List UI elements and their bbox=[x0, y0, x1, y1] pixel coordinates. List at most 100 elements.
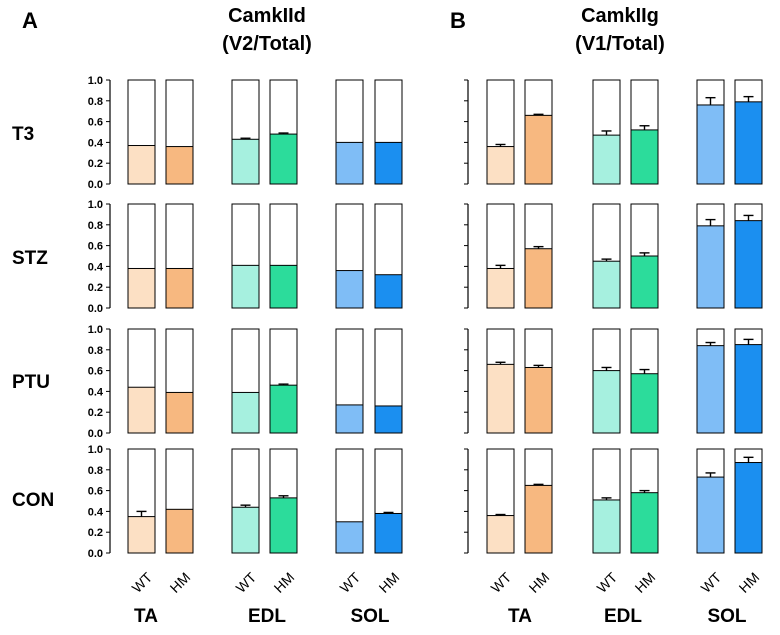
bar-value-b-stz-sol-hm bbox=[734, 220, 763, 309]
bar-value-b-stz-edl-wt bbox=[592, 260, 621, 309]
y-tick-label-ptu-1: 0.2 bbox=[88, 407, 103, 419]
bar-value-b-t3-sol-wt bbox=[696, 104, 725, 185]
panel-a-title-line1: CamkIId bbox=[228, 5, 306, 27]
bar-value-b-ptu-sol-hm bbox=[734, 344, 763, 434]
y-tick-label-stz-0: 0.0 bbox=[88, 303, 103, 315]
bar-value-b-stz-sol-wt bbox=[696, 225, 725, 309]
bar-value-a-con-ta-wt bbox=[127, 516, 156, 554]
bar-value-b-con-edl-wt bbox=[592, 499, 621, 554]
group-label-ta-b: TA bbox=[508, 606, 532, 627]
bar-value-b-t3-edl-wt bbox=[592, 134, 621, 185]
y-tick-label-con-2: 0.4 bbox=[88, 506, 104, 518]
x-label-a-sol-hm: HM bbox=[376, 569, 403, 596]
bar-value-b-stz-edl-hm bbox=[630, 255, 659, 309]
bar-value-a-stz-sol-hm bbox=[374, 274, 403, 309]
panel-a-letter: A bbox=[22, 8, 38, 33]
bar-value-b-con-sol-hm bbox=[734, 462, 763, 554]
row-label-ptu: PTU bbox=[12, 372, 50, 393]
bar-value-b-ptu-ta-hm bbox=[524, 366, 553, 434]
bar-value-a-ptu-sol-wt bbox=[335, 404, 364, 434]
x-label-a-sol-wt: WT bbox=[337, 569, 364, 596]
group-label-edl-a: EDL bbox=[248, 606, 286, 627]
row-label-t3: T3 bbox=[12, 124, 34, 145]
bar-value-a-stz-edl-wt bbox=[231, 264, 260, 309]
bar-value-b-con-sol-wt bbox=[696, 476, 725, 554]
y-tick-label-stz-3: 0.6 bbox=[88, 241, 103, 253]
bar-value-a-con-sol-hm bbox=[374, 512, 403, 554]
bar-value-b-t3-ta-wt bbox=[486, 146, 515, 185]
y-tick-label-stz-1: 0.2 bbox=[88, 282, 103, 294]
y-tick-label-t3-0: 0.0 bbox=[88, 179, 103, 191]
y-tick-label-ptu-2: 0.4 bbox=[88, 386, 104, 398]
bar-value-a-t3-edl-hm bbox=[269, 133, 298, 185]
bar-value-a-ptu-edl-wt bbox=[231, 391, 260, 434]
bar-value-a-ptu-ta-hm bbox=[165, 391, 194, 434]
bar-value-a-ptu-ta-wt bbox=[127, 386, 156, 434]
bar-value-a-con-ta-hm bbox=[165, 508, 194, 554]
bar-value-a-con-sol-wt bbox=[335, 521, 364, 554]
bar-value-b-ptu-edl-wt bbox=[592, 370, 621, 434]
y-tick-label-ptu-3: 0.6 bbox=[88, 366, 103, 378]
group-label-sol-a: SOL bbox=[350, 606, 389, 627]
bar-value-b-ptu-sol-wt bbox=[696, 345, 725, 434]
x-label-a-edl-hm: HM bbox=[271, 569, 298, 596]
bar-value-a-stz-ta-hm bbox=[165, 267, 194, 309]
y-tick-label-stz-4: 0.8 bbox=[88, 220, 103, 232]
bar-value-a-t3-edl-wt bbox=[231, 138, 260, 185]
panel-b-title-line1: CamkIIg bbox=[581, 5, 659, 27]
bar-value-a-stz-ta-wt bbox=[127, 267, 156, 309]
y-tick-label-t3-2: 0.4 bbox=[88, 137, 104, 149]
bar-value-a-t3-sol-wt bbox=[335, 141, 364, 185]
row-label-con: CON bbox=[12, 490, 54, 511]
bar-value-b-t3-ta-hm bbox=[524, 114, 553, 185]
group-label-ta-a: TA bbox=[134, 606, 158, 627]
y-tick-label-con-5: 1.0 bbox=[88, 444, 103, 456]
x-label-b-ta-hm: HM bbox=[526, 569, 553, 596]
x-label-b-edl-hm: HM bbox=[632, 569, 659, 596]
y-tick-label-stz-5: 1.0 bbox=[88, 199, 103, 211]
y-tick-label-t3-5: 1.0 bbox=[88, 75, 103, 87]
bar-value-a-con-edl-wt bbox=[231, 506, 260, 554]
bar-value-a-con-edl-hm bbox=[269, 497, 298, 554]
y-tick-label-con-4: 0.8 bbox=[88, 465, 103, 477]
panel-b-title-line2: (V1/Total) bbox=[575, 33, 665, 55]
x-label-a-edl-wt: WT bbox=[233, 569, 260, 596]
y-tick-label-ptu-0: 0.0 bbox=[88, 428, 103, 440]
bar-value-a-t3-ta-hm bbox=[165, 146, 194, 185]
bar-value-a-ptu-edl-hm bbox=[269, 384, 298, 434]
y-tick-label-con-0: 0.0 bbox=[88, 548, 103, 560]
bar-value-b-ptu-ta-wt bbox=[486, 363, 515, 434]
bar-value-b-stz-ta-hm bbox=[524, 248, 553, 309]
y-tick-label-ptu-4: 0.8 bbox=[88, 345, 103, 357]
x-label-b-sol-hm: HM bbox=[736, 569, 763, 596]
y-tick-label-con-3: 0.6 bbox=[88, 486, 103, 498]
y-tick-label-ptu-5: 1.0 bbox=[88, 324, 103, 336]
bar-value-a-ptu-sol-hm bbox=[374, 405, 403, 434]
y-tick-label-stz-2: 0.4 bbox=[88, 261, 104, 273]
bar-value-b-stz-ta-wt bbox=[486, 267, 515, 309]
bar-value-b-t3-edl-hm bbox=[630, 129, 659, 185]
y-tick-label-con-1: 0.2 bbox=[88, 527, 103, 539]
x-label-a-ta-hm: HM bbox=[167, 569, 194, 596]
bar-value-a-t3-ta-wt bbox=[127, 145, 156, 185]
group-label-edl-b: EDL bbox=[604, 606, 642, 627]
bar-value-b-ptu-edl-hm bbox=[630, 373, 659, 434]
y-tick-label-t3-1: 0.2 bbox=[88, 158, 103, 170]
bar-value-b-con-ta-wt bbox=[486, 515, 515, 554]
x-label-b-sol-wt: WT bbox=[698, 569, 725, 596]
plots-layer: 0.0 0.2 0.4 0.6 0.8 1.0 0.0 0.2 0.4 0.6 0.8 1.0 0.0 0… bbox=[88, 75, 763, 596]
panel-b-letter: B bbox=[450, 8, 466, 33]
x-label-b-edl-wt: WT bbox=[594, 569, 621, 596]
x-label-b-ta-wt: WT bbox=[488, 569, 515, 596]
y-tick-label-t3-3: 0.6 bbox=[88, 117, 103, 129]
bar-value-b-con-ta-hm bbox=[524, 484, 553, 554]
row-label-stz: STZ bbox=[12, 248, 48, 269]
bar-value-b-t3-sol-hm bbox=[734, 101, 763, 185]
bar-value-a-stz-edl-hm bbox=[269, 264, 298, 309]
x-label-a-ta-wt: WT bbox=[129, 569, 156, 596]
panel-a-title-line2: (V2/Total) bbox=[222, 33, 312, 55]
bar-value-a-t3-sol-hm bbox=[374, 141, 403, 185]
bar-value-b-con-edl-hm bbox=[630, 492, 659, 554]
bar-value-a-stz-sol-wt bbox=[335, 270, 364, 309]
